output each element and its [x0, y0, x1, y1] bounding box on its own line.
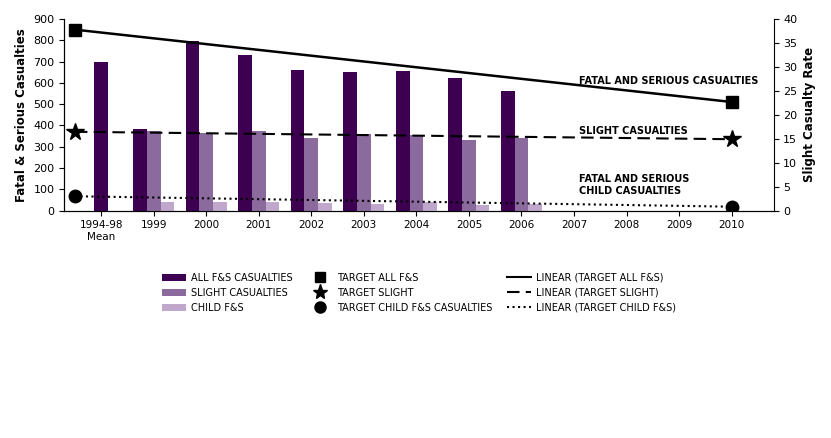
Text: SLIGHT CASUALTIES: SLIGHT CASUALTIES	[579, 126, 688, 136]
Bar	[199, 134, 213, 211]
Bar	[252, 131, 266, 211]
Legend: ALL F&S CASUALTIES, SLIGHT CASUALTIES, CHILD F&S, TARGET ALL F&S, TARGET SLIGHT,: ALL F&S CASUALTIES, SLIGHT CASUALTIES, C…	[158, 269, 680, 317]
Bar	[95, 62, 108, 211]
Bar	[449, 78, 462, 211]
Bar	[318, 203, 332, 211]
Bar	[213, 201, 227, 211]
Bar	[186, 41, 199, 211]
Bar	[501, 91, 514, 211]
Bar	[371, 204, 384, 211]
Bar	[266, 202, 279, 211]
Text: FATAL AND SERIOUS
CHILD CASUALTIES: FATAL AND SERIOUS CHILD CASUALTIES	[579, 174, 690, 196]
Bar	[475, 205, 489, 211]
Bar	[462, 140, 475, 211]
Bar	[514, 138, 529, 211]
Bar	[160, 202, 175, 211]
Bar	[357, 134, 371, 211]
Bar	[133, 129, 147, 211]
Text: FATAL AND SERIOUS CASUALTIES: FATAL AND SERIOUS CASUALTIES	[579, 76, 759, 86]
Y-axis label: Fatal & Serious Casualties: Fatal & Serious Casualties	[15, 28, 28, 201]
Bar	[396, 71, 410, 211]
Y-axis label: Slight Casualty Rate: Slight Casualty Rate	[803, 47, 816, 182]
Bar	[304, 138, 318, 211]
Bar	[238, 55, 252, 211]
Bar	[147, 131, 160, 211]
Bar	[423, 202, 437, 211]
Bar	[529, 204, 542, 211]
Bar	[410, 135, 423, 211]
Bar	[291, 70, 304, 211]
Bar	[343, 72, 357, 211]
